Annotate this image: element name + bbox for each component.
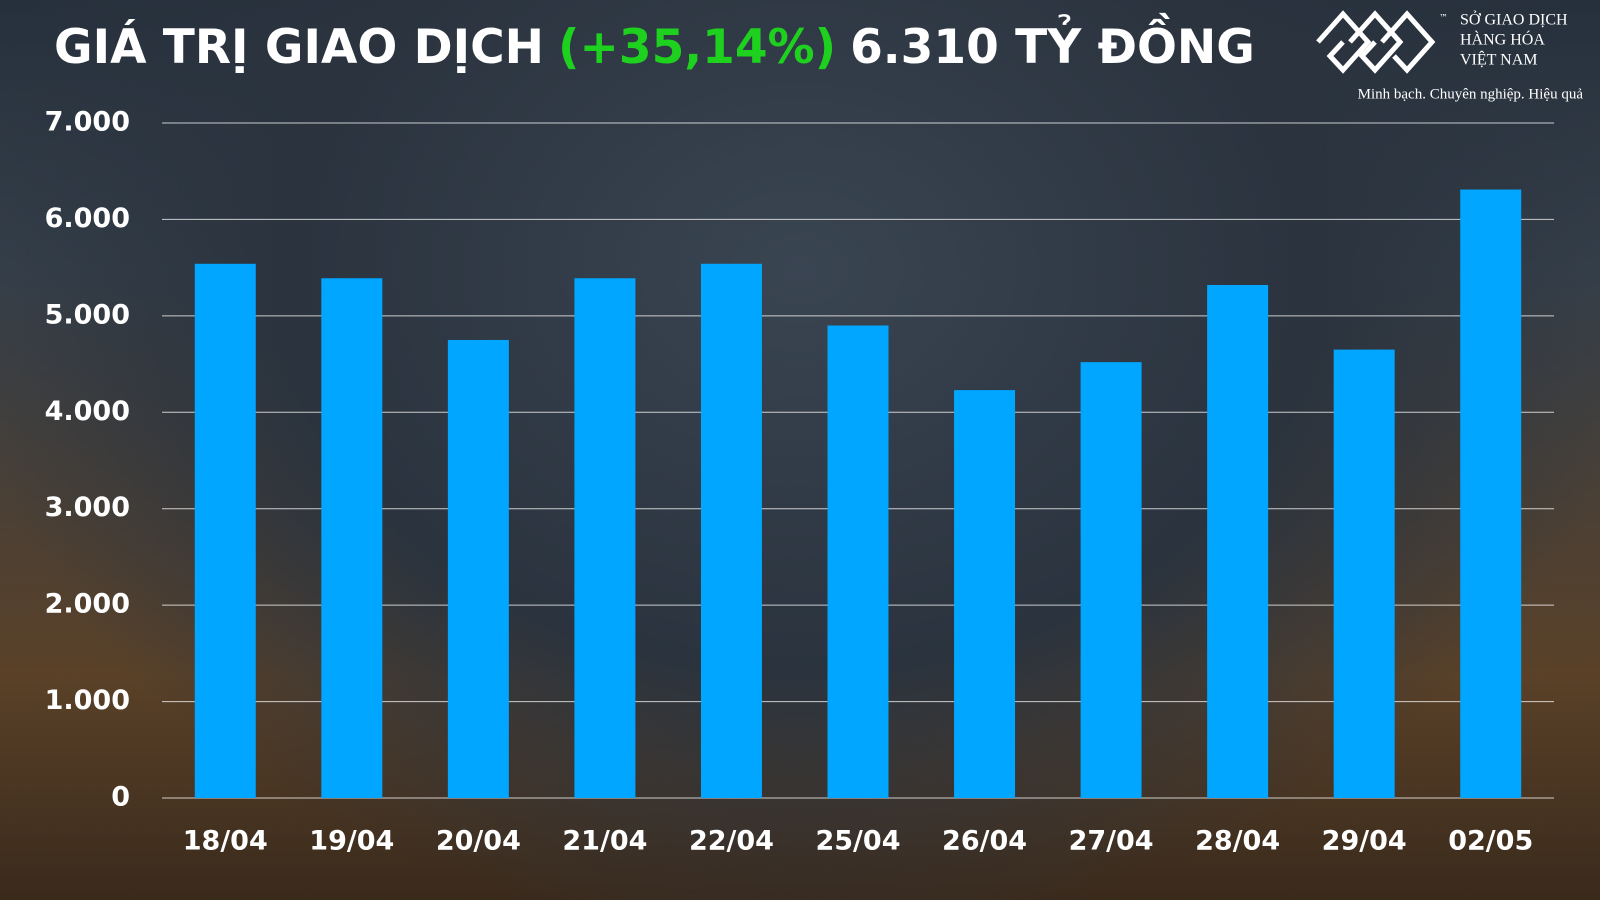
logo-shape (1348, 10, 1404, 74)
y-tick-label: 0 (111, 782, 130, 813)
title-part: (+35,14%) (558, 20, 836, 75)
bar (954, 390, 1016, 798)
logo-text: VIỆT NAM (1460, 50, 1537, 69)
bar (1080, 362, 1142, 798)
y-tick-label: 4.000 (45, 396, 130, 427)
x-tick-label: 28/04 (1195, 826, 1280, 857)
logo-shape (1380, 10, 1436, 74)
y-tick-label: 5.000 (45, 299, 130, 330)
y-tick-label: 1.000 (45, 685, 130, 716)
x-tick-label: 19/04 (309, 826, 394, 857)
title-part: GIÁ TRỊ GIAO DỊCH (54, 20, 544, 75)
bar (1460, 189, 1522, 799)
logo-text: HÀNG HÓA (1460, 30, 1545, 49)
title-part: 6.310 TỶ ĐỒNG (850, 14, 1255, 75)
logo-text: SỞ GIAO DỊCH (1460, 10, 1568, 29)
bar (700, 263, 762, 798)
bar (447, 339, 509, 798)
chart-title: GIÁ TRỊ GIAO DỊCH (+35,14%) 6.310 TỶ ĐỒNG (54, 14, 1255, 75)
x-tick-label: 22/04 (689, 826, 774, 857)
y-tick-label: 3.000 (45, 492, 130, 523)
x-tick-label: 27/04 (1069, 826, 1154, 857)
logo-shape (1316, 10, 1372, 74)
x-tick-label: 29/04 (1322, 826, 1407, 857)
x-tick-label: 26/04 (942, 826, 1027, 857)
bar (827, 325, 889, 798)
bar (1207, 285, 1269, 798)
y-tick-label: 7.000 (45, 107, 130, 138)
x-tick-label: 25/04 (815, 826, 900, 857)
y-tick-label: 6.000 (45, 203, 130, 234)
bar (574, 278, 636, 798)
bar (194, 263, 256, 798)
x-tick-label: 18/04 (183, 826, 268, 857)
x-tick-label: 20/04 (436, 826, 521, 857)
logo-tm: ™ (1439, 14, 1448, 24)
bar (321, 278, 383, 798)
bar (1333, 349, 1395, 798)
x-tick-label: 21/04 (562, 826, 647, 857)
y-tick-label: 2.000 (45, 589, 130, 620)
x-tick-label: 02/05 (1448, 826, 1533, 857)
logo (1316, 10, 1436, 74)
logo-slogan: Minh bạch. Chuyên nghiệp. Hiệu quả (1358, 86, 1584, 102)
